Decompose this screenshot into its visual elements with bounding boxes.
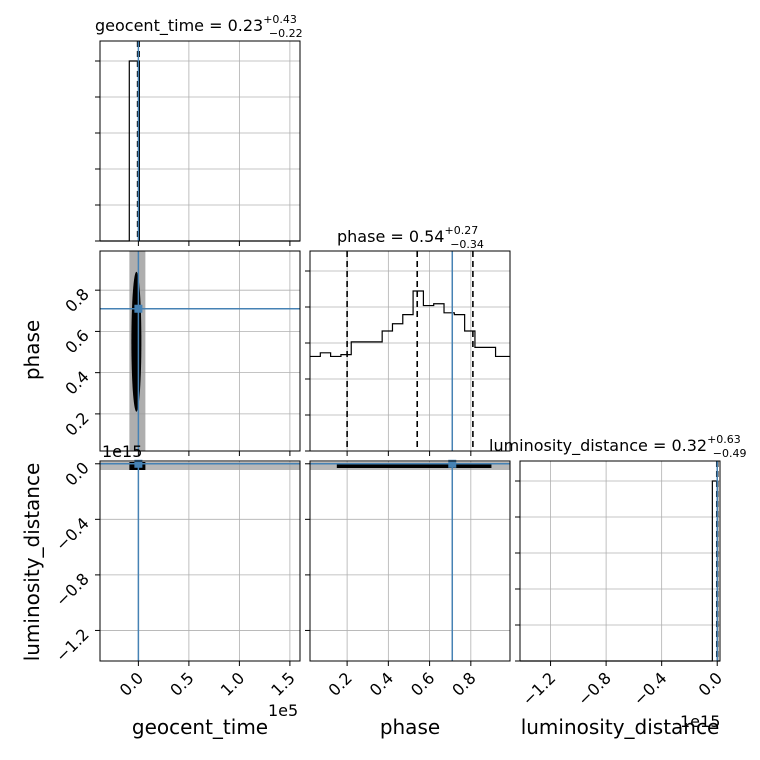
tick-label-x: 0.5 xyxy=(166,668,197,699)
tick-label-y: 0.0 xyxy=(61,458,92,489)
tick-label-y: −0.4 xyxy=(52,514,93,555)
density-core xyxy=(131,271,142,412)
tick-label-y: 0.2 xyxy=(61,408,92,439)
x-axis-label-geocent-time: geocent_time xyxy=(132,715,268,739)
x-axis-label-phase: phase xyxy=(380,715,440,739)
density-core xyxy=(336,463,492,468)
tick-label-y: −0.8 xyxy=(52,569,93,610)
tick-label-y: 0.8 xyxy=(61,285,92,316)
panel-frame xyxy=(309,460,511,662)
y-axis-label-phase: phase xyxy=(20,320,44,380)
tick-label-x: 0.0 xyxy=(695,668,726,699)
tick-label-x: 1.0 xyxy=(217,668,248,699)
panel-frame xyxy=(99,460,301,662)
title-phase: phase = 0.54+0.27 −0.34 xyxy=(337,224,484,251)
offset-label-luminosity-distance-y: 1e15 xyxy=(102,442,142,461)
title-luminosity-distance: luminosity_distance = 0.32+0.63 −0.49 xyxy=(489,433,747,460)
panel-frame xyxy=(309,250,511,452)
ticks: 0.0 0.5 1.0 1.5 0.2 0.4 0.6 0.8 0.0 −0.4 −0.8 −1.2 0… xyxy=(52,60,726,709)
histogram-phase xyxy=(310,290,510,358)
histograms xyxy=(100,60,720,662)
panel-frame xyxy=(519,460,721,662)
truth-marker xyxy=(134,459,143,468)
histogram-geocent_time xyxy=(100,60,300,242)
tick-label-y: 0.4 xyxy=(61,367,92,398)
truth-marker xyxy=(134,304,143,313)
tick-label-x: 0.4 xyxy=(366,668,397,699)
tick-label-x: 0.8 xyxy=(448,668,479,699)
tick-label-x: 0.0 xyxy=(116,668,147,699)
title-geocent-time: geocent_time = 0.23+0.43 −0.22 xyxy=(95,13,303,40)
tick-label-x: −0.4 xyxy=(630,668,671,709)
panel-frame xyxy=(99,250,301,452)
offset-label-geocent-time: 1e5 xyxy=(268,701,298,720)
tick-label-x: 0.2 xyxy=(325,668,356,699)
truth-marker xyxy=(448,459,457,468)
tick-label-x: 0.6 xyxy=(407,668,438,699)
density-layer xyxy=(100,251,510,470)
y-axis-label-luminosity-distance: luminosity_distance xyxy=(20,463,44,662)
quantile-lines xyxy=(136,41,719,661)
tick-label-x: −0.8 xyxy=(574,668,615,709)
tick-label-x: −1.2 xyxy=(518,668,559,709)
tick-label-y: −1.2 xyxy=(52,625,93,666)
histogram-luminosity_distance xyxy=(520,480,720,662)
gridlines xyxy=(100,41,720,661)
offset-label-luminosity-distance-x: 1e15 xyxy=(680,712,720,731)
panel-frame xyxy=(99,40,301,242)
tick-label-x: 1.5 xyxy=(267,668,298,699)
truth-lines xyxy=(100,41,718,661)
x-axis-label-luminosity-distance: luminosity_distance xyxy=(521,715,720,739)
density-band xyxy=(100,462,300,470)
panel-frames xyxy=(99,40,721,662)
tick-label-y: 0.6 xyxy=(61,326,92,357)
